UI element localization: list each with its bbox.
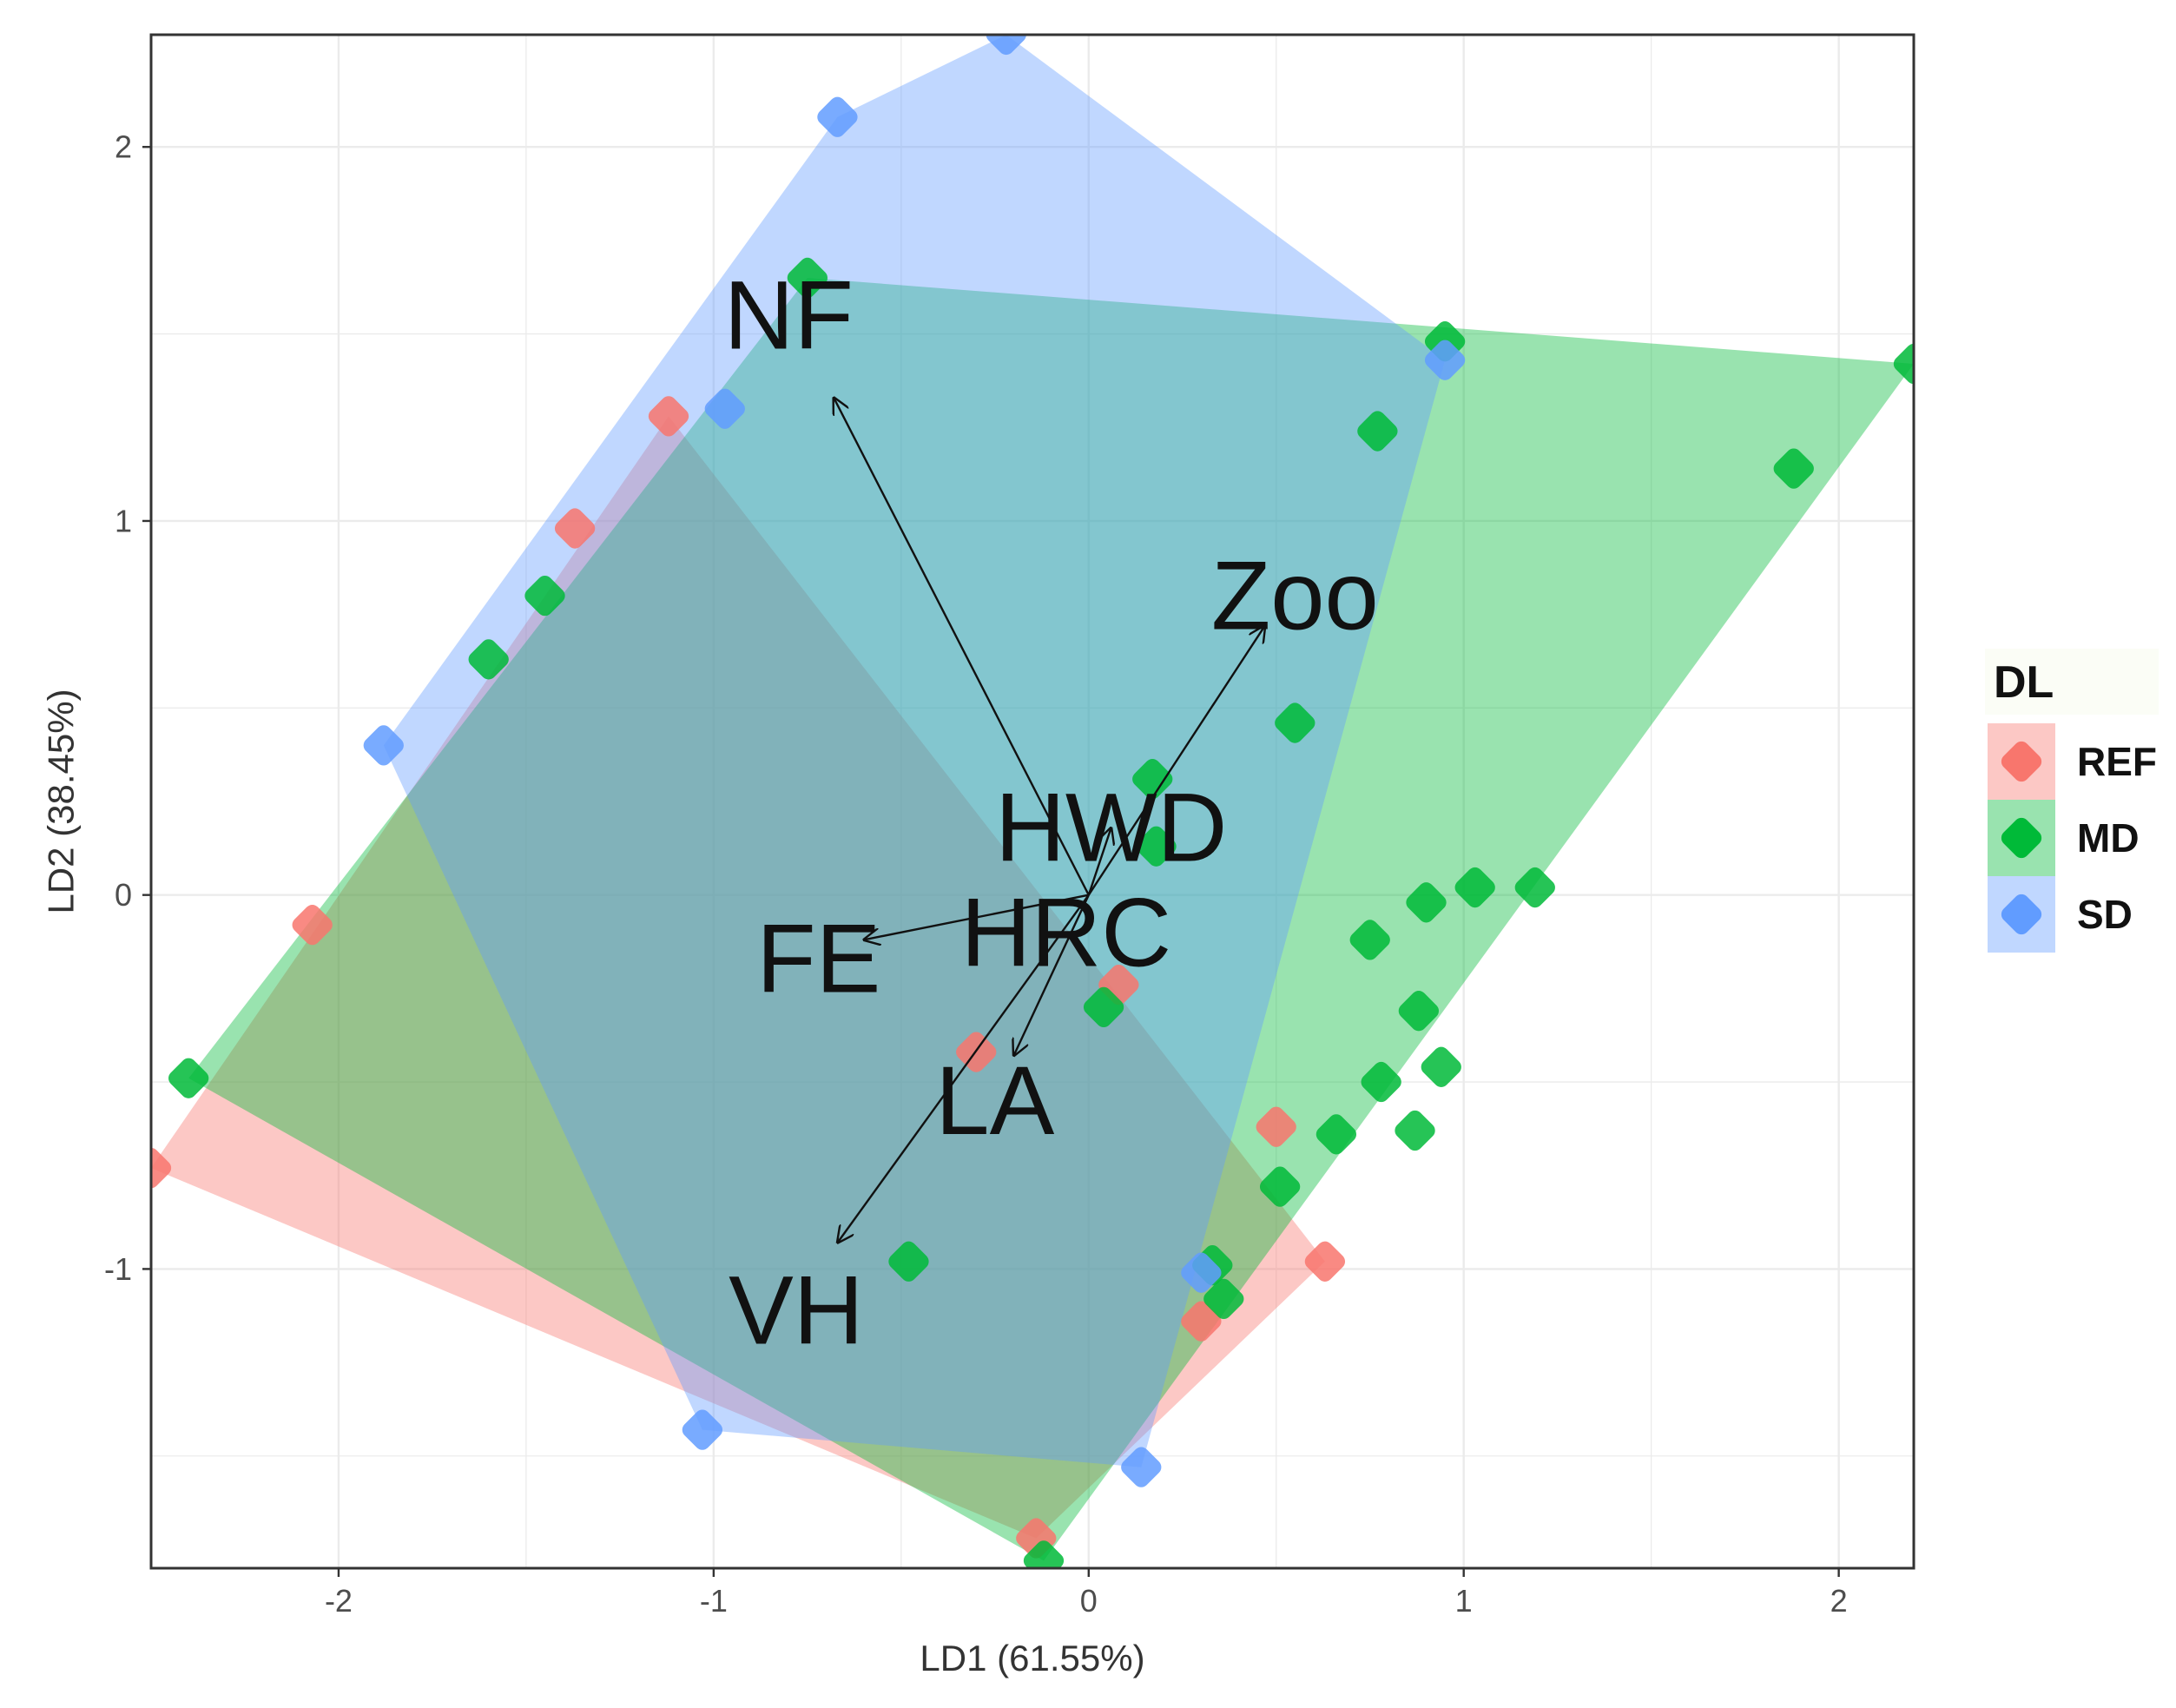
point-md — [1406, 882, 1447, 923]
panel-background — [151, 35, 1914, 1568]
point-sd — [1121, 1447, 1162, 1487]
point-md — [1136, 826, 1177, 867]
point-md — [1259, 1166, 1301, 1207]
x-tick-label: -1 — [700, 1583, 728, 1619]
point-md — [524, 575, 565, 617]
point-md — [1361, 1061, 1401, 1103]
vector-label-hwd: HWD — [995, 774, 1227, 882]
vector-label-la: LA — [935, 1046, 1054, 1155]
x-tick-label: -2 — [325, 1583, 353, 1619]
point-md — [1421, 1046, 1461, 1087]
point-md — [1132, 759, 1173, 800]
legend-title: DL — [1994, 657, 2054, 708]
hull-sd — [383, 35, 1446, 1467]
point-sd — [682, 1409, 723, 1450]
vector-label-fe: FE — [756, 904, 880, 1012]
loading-vectors — [834, 398, 1265, 1243]
y-tick-label: -1 — [104, 1251, 132, 1287]
point-md — [1349, 920, 1390, 960]
point-md — [888, 1241, 929, 1282]
x-tick-label: 0 — [1080, 1583, 1098, 1619]
point-ref — [151, 1147, 172, 1189]
point-md — [1083, 986, 1124, 1028]
hull-ref — [151, 416, 1325, 1539]
x-tick-label: 2 — [1830, 1583, 1848, 1619]
legend-key-ref — [2001, 741, 2042, 782]
legend-label-sd: SD — [2077, 892, 2133, 937]
point-ref — [554, 508, 596, 549]
point-sd — [704, 388, 745, 429]
legend-label-ref: REF — [2077, 739, 2157, 784]
panel-border — [149, 33, 1916, 1570]
x-axis-title: LD1 (61.55%) — [920, 1638, 1144, 1678]
point-md — [1023, 1540, 1065, 1568]
legend-key-sd — [2001, 894, 2042, 935]
vector-label-nf: NF — [724, 261, 854, 370]
point-md — [1357, 411, 1398, 452]
point-sd — [1181, 1252, 1222, 1293]
group-hulls — [151, 35, 1914, 1561]
vector-zoo — [1087, 626, 1265, 896]
point-ref — [648, 396, 689, 437]
x-axis-ticks: -2 -1 0 1 2 — [325, 1568, 1848, 1619]
legend-entries: REF MD SD — [1988, 723, 2157, 953]
y-tick-label: 2 — [115, 129, 132, 165]
point-md — [1514, 867, 1555, 908]
legend-title-background — [1985, 649, 2159, 715]
vector-vh — [837, 894, 1090, 1243]
point-md — [1454, 867, 1495, 908]
legend: DL REF MD SD — [1985, 649, 2159, 953]
y-axis-title: LD2 (38.45%) — [41, 689, 82, 913]
x-tick-label: 1 — [1455, 1583, 1473, 1619]
y-axis-ticks: -1 0 1 2 — [104, 129, 151, 1287]
point-md — [1395, 1110, 1435, 1151]
point-ref — [1304, 1241, 1346, 1282]
legend-key-md — [2001, 817, 2042, 859]
y-tick-label: 1 — [115, 503, 132, 538]
point-md — [1773, 448, 1814, 489]
point-ref — [1256, 1106, 1296, 1147]
point-ref — [292, 905, 333, 946]
plot-panel — [151, 35, 1914, 1568]
point-md — [1398, 991, 1440, 1032]
point-sd — [363, 725, 404, 766]
point-sd — [1424, 340, 1466, 380]
vector-label-vh: VH — [729, 1256, 864, 1364]
vector-fe — [864, 894, 1090, 940]
vector-hwd — [1087, 828, 1111, 896]
point-ref — [1181, 1301, 1222, 1342]
point-sd — [986, 35, 1026, 56]
point-md — [468, 639, 509, 680]
plot-border — [149, 33, 1916, 1570]
y-tick-label: 0 — [115, 877, 132, 913]
point-sd — [817, 96, 858, 137]
point-md — [1203, 1278, 1244, 1320]
hull-md — [188, 278, 1914, 1561]
vector-nf — [834, 398, 1090, 896]
vector-label-zoo: Zoo — [1211, 542, 1379, 650]
point-md — [168, 1058, 209, 1098]
point-md — [787, 257, 828, 299]
vector-label-hrc: HRC — [961, 878, 1172, 986]
vector-la — [1013, 894, 1090, 1056]
point-md — [1315, 1114, 1357, 1155]
point-md — [1275, 702, 1315, 743]
grid-lines — [150, 35, 1914, 1568]
data-points — [151, 35, 1914, 1568]
legend-label-md: MD — [2077, 815, 2140, 861]
